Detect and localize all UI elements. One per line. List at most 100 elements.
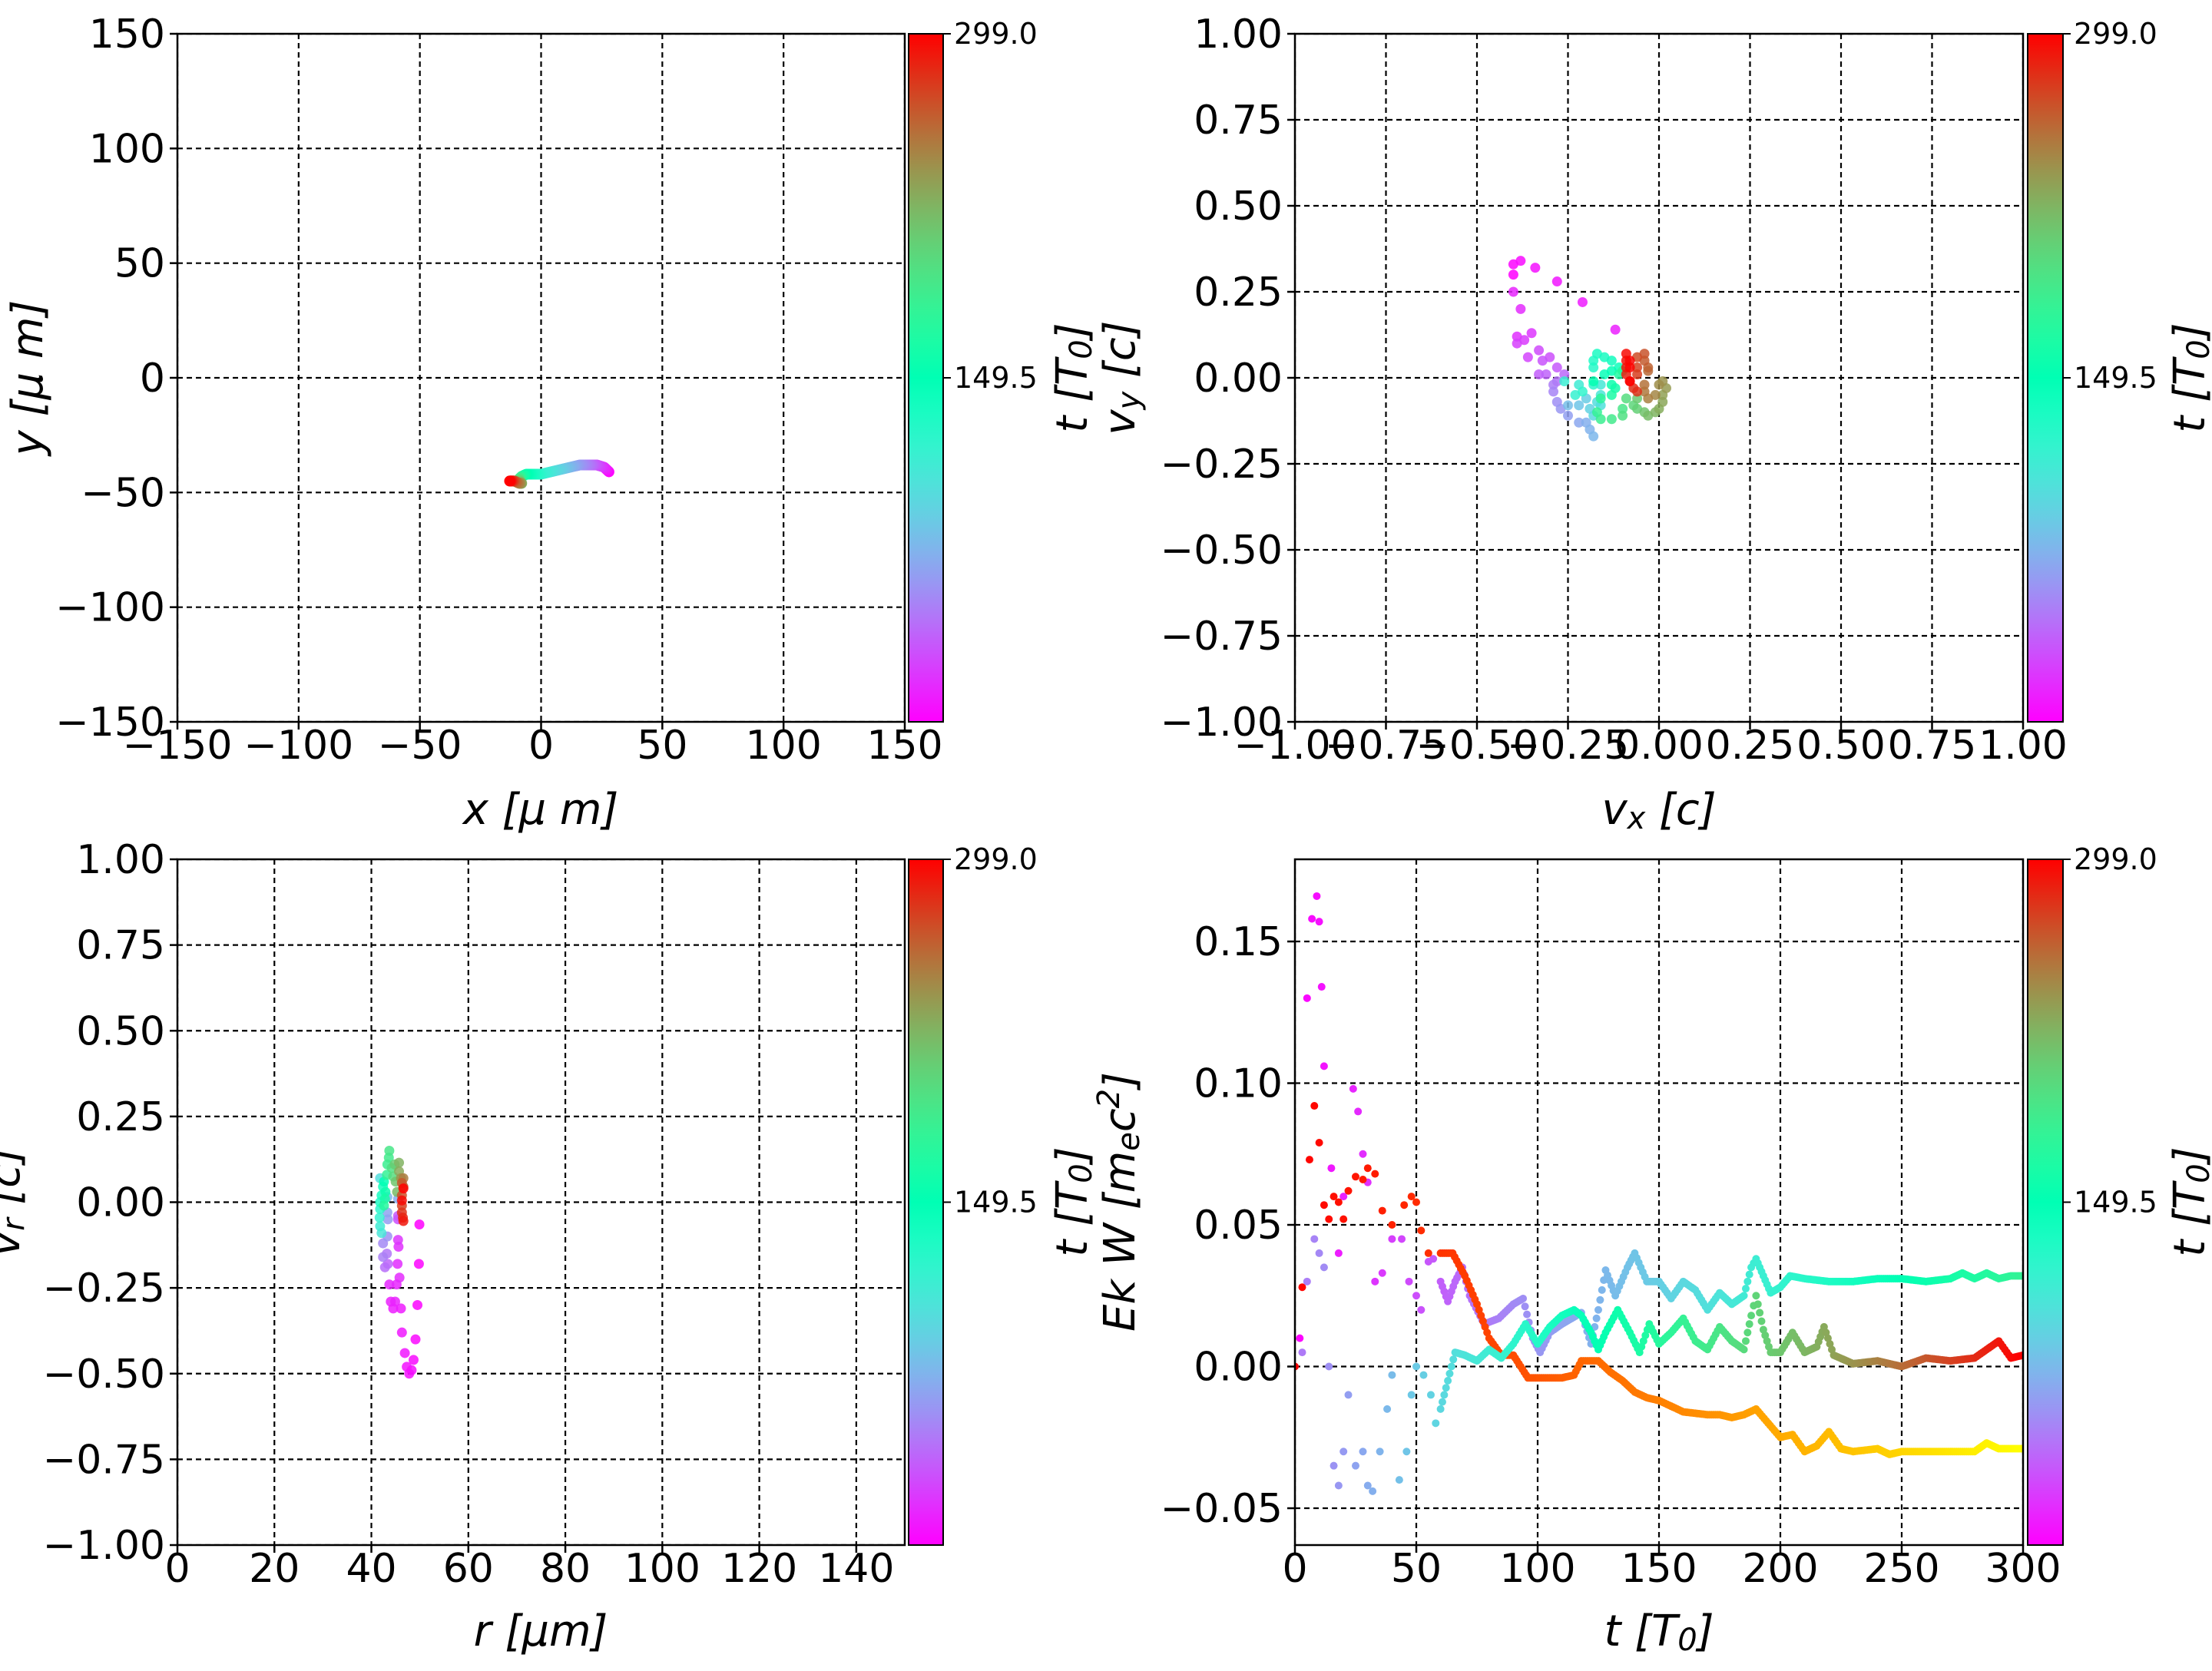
data-point bbox=[1624, 376, 1635, 386]
series-2-point bbox=[1745, 1320, 1753, 1329]
x-tick-label: 50 bbox=[1391, 1546, 1442, 1592]
label-part: ] bbox=[1048, 1147, 1098, 1166]
data-point bbox=[1534, 345, 1545, 356]
x-tick-label: −1.00 bbox=[1233, 723, 1356, 769]
data-point bbox=[1563, 410, 1573, 421]
colorbar-tick-label: 299.0 bbox=[954, 842, 1038, 876]
x-tick-label: −50 bbox=[378, 723, 462, 769]
series-1-point bbox=[1325, 1215, 1333, 1223]
data-point bbox=[1534, 369, 1545, 380]
colorbar-fill bbox=[2028, 859, 2063, 1545]
y-tick-label: 1.00 bbox=[76, 837, 165, 883]
y-tick-label: 50 bbox=[114, 241, 165, 287]
series-2-point bbox=[1303, 1277, 1311, 1286]
y-tick-label: 0.25 bbox=[1194, 270, 1283, 316]
data-point bbox=[1588, 376, 1599, 386]
y-tick-label: 1.00 bbox=[1194, 12, 1283, 58]
x-tick-label: 200 bbox=[1742, 1546, 1818, 1592]
label-part: ] bbox=[2165, 323, 2212, 342]
data-point bbox=[1632, 393, 1643, 404]
label-part: ] bbox=[1695, 1606, 1714, 1656]
y-tick-label: −0.25 bbox=[43, 1266, 165, 1312]
data-point bbox=[384, 1279, 395, 1290]
x-axis-label: r [μm] bbox=[474, 1606, 608, 1656]
colorbar: 149.5 299.0 t [T0] bbox=[908, 17, 1099, 723]
label-part: x [μ m] bbox=[462, 785, 619, 835]
colorbar-tick-label: 149.5 bbox=[954, 1186, 1038, 1219]
colorbar-fill bbox=[909, 859, 943, 1545]
series-1-point bbox=[1412, 1198, 1420, 1206]
y-tick-label: 0.00 bbox=[1194, 356, 1283, 402]
label-part: 0 bbox=[1064, 339, 1099, 359]
data-point bbox=[396, 1195, 407, 1206]
label-part: c bbox=[1095, 1108, 1145, 1132]
series-0-point bbox=[1523, 1310, 1532, 1319]
y-tick-label: 0 bbox=[140, 356, 165, 402]
series-2-point bbox=[1383, 1405, 1392, 1413]
series-2-point bbox=[1442, 1384, 1450, 1392]
series-0-point bbox=[1429, 1255, 1438, 1263]
series-2-point bbox=[1320, 1263, 1328, 1272]
colorbar-fill bbox=[909, 34, 943, 722]
series-0-point bbox=[1334, 1249, 1343, 1257]
x-tick-label: −0.75 bbox=[1325, 723, 1447, 769]
label-part: 0 bbox=[2181, 1163, 2212, 1183]
y-tick-label: 150 bbox=[89, 12, 165, 58]
series-2-point bbox=[1743, 1329, 1752, 1337]
y-tick-label: 0.10 bbox=[1194, 1061, 1283, 1107]
data-point bbox=[392, 1259, 403, 1269]
series-2-point bbox=[1740, 1345, 1748, 1354]
data-point bbox=[1606, 356, 1617, 366]
series-0-point bbox=[1519, 1294, 1528, 1302]
y-tick-label: 0.50 bbox=[1194, 184, 1283, 230]
grid bbox=[177, 34, 905, 722]
data-point bbox=[414, 1219, 425, 1230]
data-point bbox=[1515, 303, 1526, 314]
colorbar-tick-label: 299.0 bbox=[2074, 17, 2157, 51]
data-point bbox=[1522, 352, 1533, 362]
series-2-point bbox=[1436, 1405, 1445, 1413]
series-1-point bbox=[1388, 1221, 1396, 1229]
data-point bbox=[398, 1183, 409, 1194]
label-part: ] bbox=[2165, 1147, 2212, 1166]
data-point bbox=[1606, 389, 1617, 400]
data-marks bbox=[1295, 892, 2023, 1495]
x-tick-label: −150 bbox=[123, 723, 233, 769]
data-point bbox=[1588, 431, 1599, 442]
x-tick-label: 0.50 bbox=[1796, 723, 1886, 769]
data-point bbox=[1548, 386, 1559, 397]
data-point bbox=[413, 1259, 424, 1269]
series-2-point bbox=[1419, 1371, 1428, 1379]
series-1-point bbox=[1424, 1249, 1432, 1257]
x-tick-label: 150 bbox=[1621, 1546, 1697, 1592]
y-tick-label: 100 bbox=[89, 126, 165, 172]
series-2-point bbox=[1330, 1461, 1338, 1470]
data-point bbox=[402, 1362, 412, 1372]
series-0-point bbox=[1745, 1270, 1753, 1279]
data-point bbox=[396, 1327, 407, 1338]
series-1-point bbox=[1378, 1206, 1386, 1215]
series-2-point bbox=[1407, 1391, 1416, 1399]
y-tick-label: 0.50 bbox=[76, 1008, 165, 1054]
data-point bbox=[1618, 403, 1628, 414]
series-0-point bbox=[1596, 1295, 1604, 1304]
label-part: 0 bbox=[2181, 339, 2212, 359]
series-2-point bbox=[1344, 1391, 1353, 1399]
label-part: 0 bbox=[1677, 1623, 1697, 1658]
data-point bbox=[378, 1252, 389, 1262]
series-2-point bbox=[1432, 1419, 1440, 1428]
label-part: e bbox=[1111, 1132, 1147, 1151]
series-0-point bbox=[1521, 1302, 1529, 1311]
series-0-point bbox=[1315, 918, 1323, 926]
grid bbox=[1295, 34, 2023, 722]
label-part: x bbox=[1626, 801, 1646, 836]
x-tick-label: 100 bbox=[1499, 1546, 1575, 1592]
series-0-point bbox=[1398, 1235, 1406, 1243]
series-1-point bbox=[1400, 1201, 1409, 1209]
y-tick-label: 0.05 bbox=[1194, 1203, 1283, 1249]
colorbar-tick-label: 149.5 bbox=[2074, 1186, 2157, 1219]
y-axis-label: vr [c] bbox=[0, 1147, 31, 1256]
y-tick-label: 0.00 bbox=[1194, 1345, 1283, 1391]
label-part: y bbox=[1111, 390, 1147, 410]
data-point bbox=[1624, 362, 1635, 373]
